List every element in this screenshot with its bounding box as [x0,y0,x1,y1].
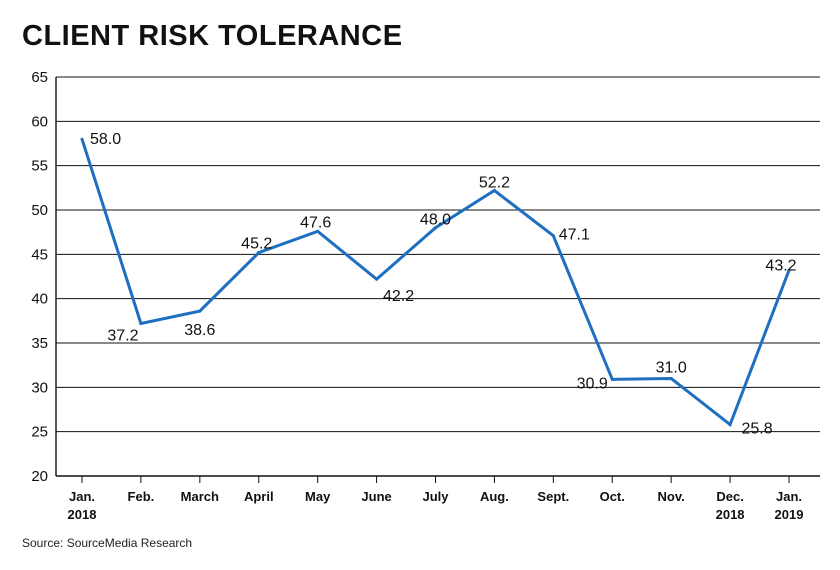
x-tick-label: Aug. [480,489,509,504]
y-tick-label: 25 [31,424,48,441]
data-label: 47.1 [559,227,590,244]
data-label: 38.6 [184,322,215,339]
data-point [728,423,732,427]
data-point [492,188,496,192]
x-tick-label: Feb. [128,489,155,504]
data-label: 37.2 [107,327,138,344]
x-tick-label: May [305,489,331,504]
y-tick-label: 55 [31,158,48,175]
data-label: 47.6 [300,214,331,231]
data-point [669,376,673,380]
data-label: 31.0 [656,359,687,376]
x-tick-label: July [422,489,449,504]
y-tick-label: 30 [31,379,48,396]
data-point [787,268,791,272]
data-point [610,377,614,381]
source-note: Source: SourceMedia Research [22,536,193,550]
x-tick-label: 2018 [716,507,745,522]
data-point [198,309,202,313]
y-tick-label: 35 [31,335,48,352]
series-line [80,138,791,428]
x-tick-label: Jan. [69,489,95,504]
x-tick-label: Jan. [776,489,802,504]
data-point [316,229,320,233]
x-tick-label: Nov. [658,489,685,504]
data-point [80,137,84,141]
data-label: 42.2 [383,288,414,305]
y-tick-label: 60 [31,113,48,130]
x-tick-label: April [244,489,274,504]
y-tick-label: 50 [31,202,48,219]
x-tick-label: 2019 [775,507,804,522]
x-tick-label: Sept. [537,489,569,504]
x-tick-label: 2018 [68,507,97,522]
y-tick-label: 65 [31,69,48,86]
data-label: 48.0 [420,212,451,229]
x-tick-label: June [361,489,391,504]
x-tick-label: Dec. [716,489,743,504]
data-point [375,277,379,281]
data-point [139,321,143,325]
chart-title: CLIENT RISK TOLERANCE [22,20,403,52]
y-tick-label: 20 [31,468,48,485]
data-point [551,234,555,238]
data-label: 30.9 [577,375,608,392]
x-tick-label: Oct. [600,489,625,504]
data-label: 43.2 [765,257,796,274]
data-label: 58.0 [90,131,121,148]
x-tick-label: March [181,489,219,504]
data-label: 52.2 [479,174,510,191]
data-label: 45.2 [241,236,272,253]
data-point [434,226,437,230]
data-label: 25.8 [742,421,773,438]
data-point [257,251,261,255]
y-tick-label: 45 [31,246,48,263]
y-tick-label: 40 [31,291,48,308]
